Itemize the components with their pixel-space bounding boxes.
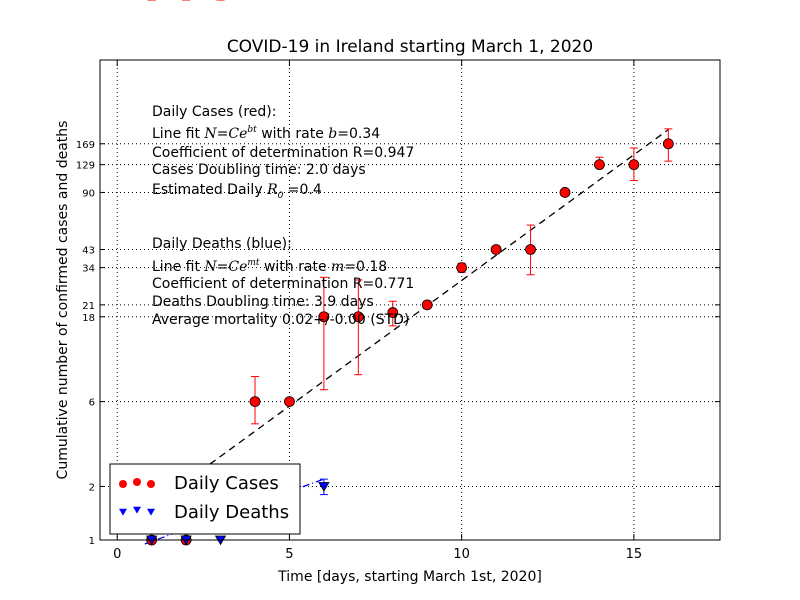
deaths-doubling-text: Deaths Doubling time: 3.9 days <box>152 294 374 310</box>
daily-cases-point <box>352 311 364 323</box>
daily-cases-point <box>662 138 674 150</box>
x-tick-label: 0 <box>113 547 121 562</box>
legend-deaths-markers <box>119 506 155 516</box>
daily-cases-point <box>559 187 571 198</box>
y-tick-label: 129 <box>76 161 95 172</box>
daily-cases-point <box>490 244 502 255</box>
y-tick-label: 6 <box>89 398 95 409</box>
legend-cases-marker <box>133 478 141 486</box>
x-axis-label: Time [days, starting March 1st, 2020] <box>277 569 542 585</box>
y-tick-label: 169 <box>76 140 95 151</box>
deaths-r-text: Coefficient of determination R=0.771 <box>152 276 414 292</box>
daily-cases-point <box>456 262 468 274</box>
deaths-annotation: Daily Deaths (blue): Line fit N=Cemt wit… <box>152 236 414 328</box>
legend-deaths-marker <box>119 508 127 516</box>
daily-deaths-point <box>318 482 330 492</box>
legend-cases-marker <box>147 480 155 488</box>
y-tick-label: 18 <box>82 313 95 324</box>
daily-cases-point <box>525 244 536 255</box>
cases-r0-text: Estimated Daily R0 =0.4 <box>152 182 322 201</box>
daily-cases-point <box>284 396 295 408</box>
daily-cases-point <box>249 396 261 408</box>
deaths-fit-text: Line fit N=Cemt with rate m=0.18 <box>152 258 387 275</box>
legend-label-cases: Daily Cases <box>174 473 279 494</box>
y-axis-label: Cumulative number of confirmed cases and… <box>55 121 71 480</box>
x-tick-label: 5 <box>285 547 293 562</box>
y-tick-label: 90 <box>82 188 95 199</box>
cases-doubling-text: Cases Doubling time: 2.0 days <box>152 162 366 178</box>
daily-cases-point <box>387 307 399 318</box>
y-tick-label: 2 <box>89 482 95 493</box>
cases-heading: Daily Cases (red): <box>152 104 276 120</box>
x-tick-label: 10 <box>453 547 470 562</box>
cases-fit-line <box>151 129 669 508</box>
legend-label-deaths: Daily Deaths <box>174 502 289 523</box>
legend-deaths-marker <box>147 508 155 516</box>
chart-title: COVID-19 in Ireland starting March 1, 20… <box>227 37 593 57</box>
legend-cases-markers <box>119 478 155 488</box>
daily-cases-point <box>628 159 640 171</box>
y-tick-label: 43 <box>82 245 95 256</box>
legend-box <box>109 463 301 535</box>
legend: Daily Cases Daily Deaths <box>109 463 301 535</box>
cases-r-text: Coefficient of determination R=0.947 <box>152 145 414 161</box>
deaths-mortality-text: Average mortality 0.02+/-0.00 (STD) <box>152 312 409 328</box>
cases-fit-text: Line fit N=Cebt with rate b=0.34 <box>152 125 380 142</box>
x-tick-label: 15 <box>626 547 643 562</box>
y-tick-label: 21 <box>82 301 95 312</box>
y-tick-label: 1 <box>89 536 95 547</box>
y-tick-label: 34 <box>82 264 95 275</box>
daily-cases-point <box>594 159 605 171</box>
legend-deaths-marker <box>133 506 141 514</box>
daily-cases-point <box>421 299 433 311</box>
deaths-heading: Daily Deaths (blue): <box>152 236 292 252</box>
daily-cases-point <box>318 311 330 323</box>
plot-frame <box>99 59 721 541</box>
cases-annotation: Daily Cases (red): Line fit N=Cebt with … <box>152 104 414 201</box>
legend-cases-marker <box>119 480 127 488</box>
